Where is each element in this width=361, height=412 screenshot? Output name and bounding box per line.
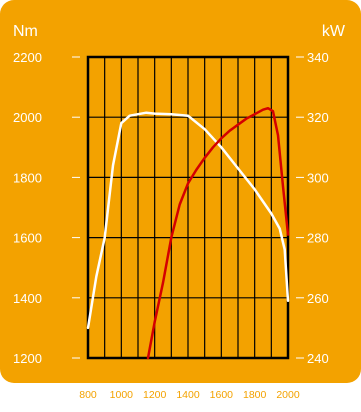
x-tick-label: 1000 [110, 389, 134, 401]
left-tick-label: 1200 [13, 351, 42, 366]
right-tick-label: 340 [307, 50, 329, 65]
axis-layer: 1200 1400 1600 1800 2000 2200 240 260 280 300 320 3… [13, 50, 329, 401]
left-tick-label: 2000 [13, 110, 42, 125]
right-tick-label: 300 [307, 170, 329, 185]
left-tick-label: 2200 [13, 50, 42, 65]
x-tick-label: 1200 [143, 389, 167, 401]
grid-layer [86, 55, 290, 360]
left-tick-label: 1400 [13, 291, 42, 306]
x-tick-label: 1800 [243, 389, 267, 401]
left-tick-label: 1600 [13, 231, 42, 246]
right-tick-label: 280 [307, 231, 329, 246]
right-tick-label: 260 [307, 291, 329, 306]
series-layer [86, 106, 290, 360]
right-axis-unit: kW [322, 23, 346, 40]
x-tick-label: 1400 [176, 389, 200, 401]
left-tick-label: 1800 [13, 170, 42, 185]
right-tick-label: 240 [307, 351, 329, 366]
power-curve [146, 106, 290, 360]
x-tick-label: 800 [79, 389, 97, 401]
plot-border [86, 55, 290, 360]
right-tick-label: 320 [307, 110, 329, 125]
left-axis-unit: Nm [13, 23, 38, 40]
x-tick-label: 2000 [276, 389, 300, 401]
torque-curve [86, 111, 290, 330]
x-tick-label: 1600 [210, 389, 234, 401]
